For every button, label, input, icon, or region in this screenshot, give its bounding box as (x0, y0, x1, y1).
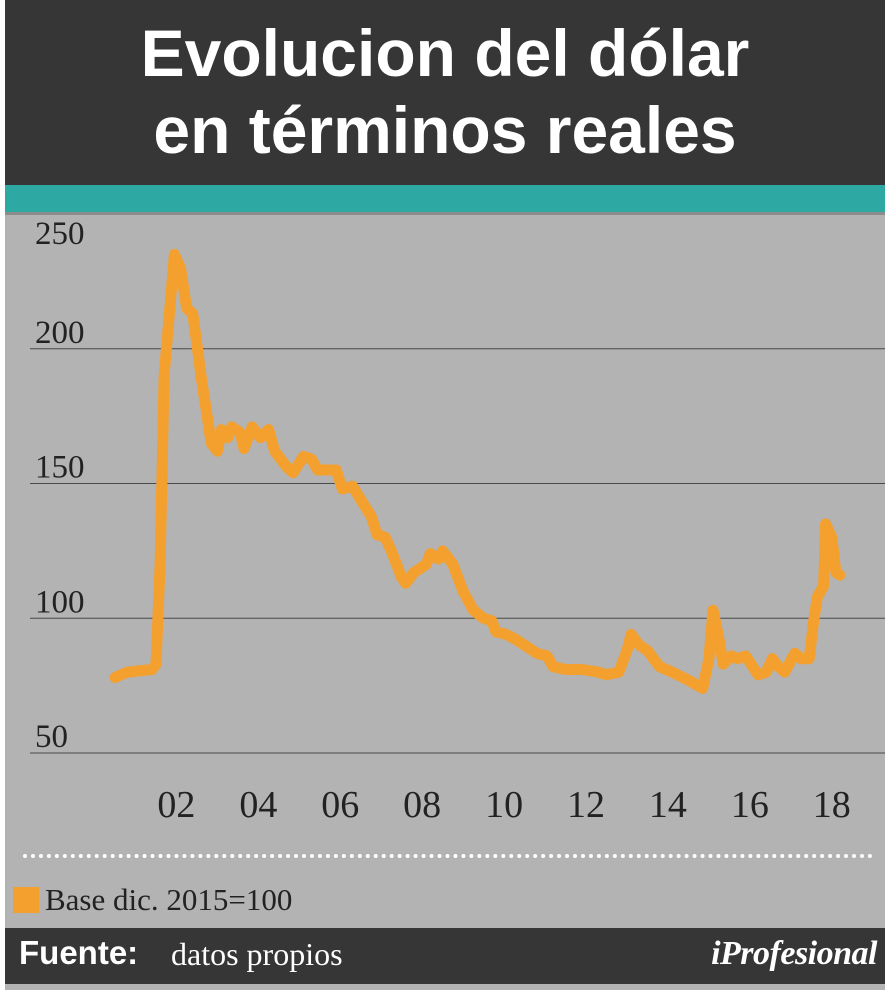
x-tick-label: 02 (157, 784, 195, 826)
source-label: Fuente: (19, 934, 139, 971)
y-axis-ticks: 50 100 150 200 250 (35, 216, 85, 755)
x-tick-label: 08 (403, 784, 441, 826)
footer: Fuente: datos propios iProfesional (5, 928, 885, 984)
brand-logo: iProfesional (711, 935, 877, 972)
x-tick-label: 14 (649, 784, 687, 826)
x-tick-label: 12 (567, 784, 605, 826)
infographic-frame: Evolucion del dólar en términos reales 5… (5, 0, 885, 990)
accent-bar-shadow (5, 212, 885, 215)
series-layer (109, 248, 846, 694)
y-tick-label: 100 (35, 584, 85, 620)
legend: Base dic. 2015=100 (13, 880, 292, 920)
title-line-1: Evolucion del dólar (140, 16, 750, 90)
series-line (109, 248, 846, 694)
x-tick-label: 16 (731, 784, 769, 826)
x-tick-label: 18 (813, 784, 851, 826)
dotted-separator (23, 854, 873, 858)
title-line-2: en términos reales (153, 93, 737, 167)
legend-swatch (13, 887, 39, 913)
header: Evolucion del dólar en términos reales (5, 0, 885, 185)
line-chart: 50 100 150 200 250 02 04 06 08 10 12 14 16 18 (30, 216, 885, 826)
x-axis-ticks: 02 04 06 08 10 12 14 16 18 (157, 784, 850, 826)
y-tick-label: 150 (35, 450, 85, 486)
source-value: datos propios (171, 936, 343, 972)
y-tick-label: 200 (35, 315, 85, 351)
gridlines (30, 348, 885, 754)
x-tick-label: 06 (321, 784, 359, 826)
y-tick-label: 250 (35, 216, 85, 252)
x-tick-label: 04 (239, 784, 277, 826)
x-tick-label: 10 (485, 784, 523, 826)
accent-bar (5, 185, 885, 212)
legend-label: Base dic. 2015=100 (45, 882, 293, 917)
y-tick-label: 50 (35, 719, 68, 755)
